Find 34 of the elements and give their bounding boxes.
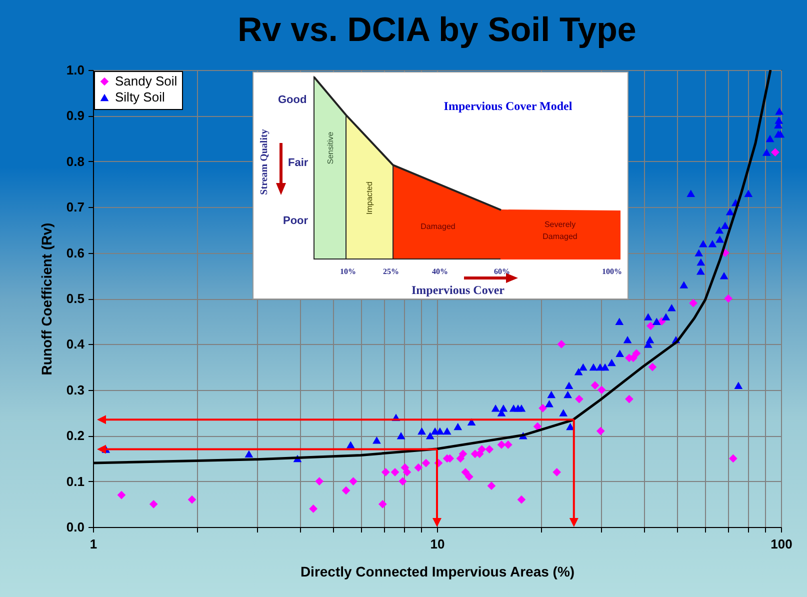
annotation: 100% (602, 267, 622, 276)
annotation: Sensitive (326, 131, 335, 164)
y-tick-label: 0.8 (66, 154, 84, 169)
annotation: 25% (383, 267, 399, 276)
y-tick-label: 0.6 (66, 245, 84, 260)
x-tick-label: 100 (770, 536, 792, 552)
x-tick-label: 1 (90, 536, 98, 552)
x-axis-title: Directly Connected Impervious Areas (%) (300, 564, 575, 580)
annotation: Poor (283, 215, 309, 227)
y-tick-label: 1.0 (66, 62, 84, 78)
annotation: 10% (340, 267, 356, 276)
annotation: Fair (288, 157, 309, 169)
y-tick-label: 0.1 (66, 474, 84, 489)
y-tick-label: 0.2 (66, 428, 84, 444)
annotation: Impacted (365, 182, 374, 214)
annotation: Severely Damaged (542, 220, 578, 241)
annotation: Good (278, 94, 307, 106)
y-tick-label: 0.7 (66, 200, 84, 215)
annotation: Damaged (420, 222, 456, 231)
annotation: 40% (432, 267, 448, 276)
y-tick-label: 0.4 (66, 336, 86, 352)
annotation: 60% (494, 267, 510, 276)
y-tick-label: 0.3 (66, 382, 84, 398)
annotation: Stream Quality (259, 129, 270, 195)
y-tick-label: 0.5 (66, 291, 84, 306)
annotation: Impervious Cover (412, 283, 506, 297)
y-tick-label: 0.0 (66, 520, 84, 534)
annotation: Impervious Cover Model (444, 99, 573, 113)
legend-label: Sandy Soil (115, 74, 178, 88)
chart-title: Rv vs. DCIA by Soil Type (238, 11, 636, 49)
y-tick-label: 0.9 (66, 108, 84, 124)
x-tick-label: 10 (430, 536, 445, 552)
y-axis-title: Runoff Coefficient (Rv) (38, 222, 54, 376)
legend-label: Silty Soil (115, 90, 165, 104)
